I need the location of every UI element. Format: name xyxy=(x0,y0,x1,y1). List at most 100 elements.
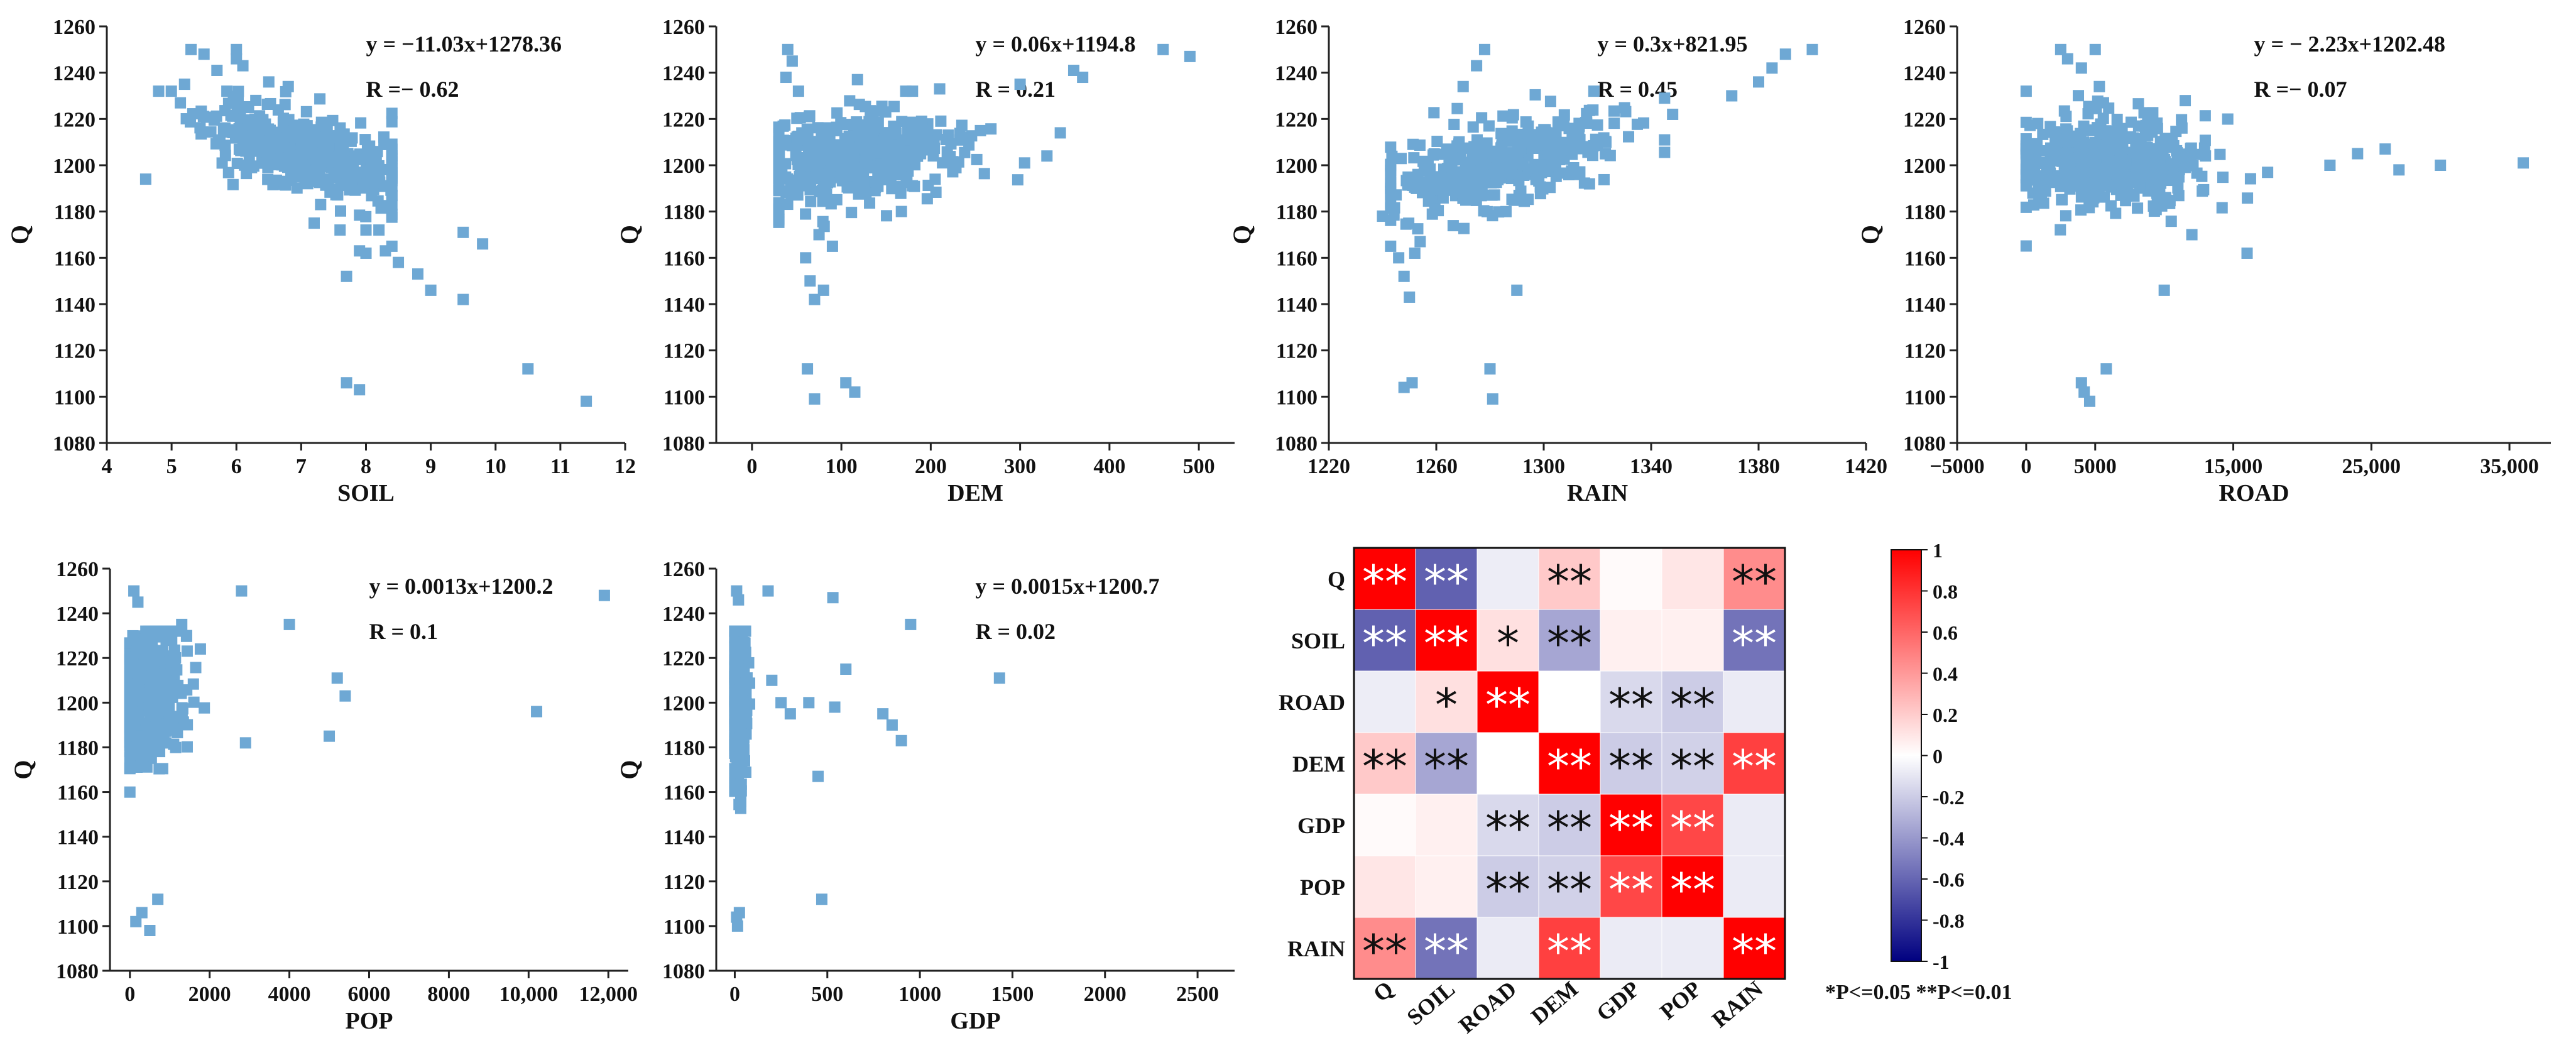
data-point xyxy=(132,596,144,608)
data-point xyxy=(2170,126,2182,138)
data-point xyxy=(877,708,889,720)
data-point xyxy=(181,741,193,753)
data-point xyxy=(734,802,746,814)
data-point xyxy=(256,117,268,129)
data-point xyxy=(199,702,210,714)
data-point xyxy=(782,199,794,210)
data-point xyxy=(2090,158,2102,170)
data-point xyxy=(1573,117,1585,129)
data-point xyxy=(791,112,803,124)
data-point xyxy=(1578,177,1590,189)
data-point xyxy=(1388,209,1400,221)
data-point xyxy=(324,131,336,143)
data-point xyxy=(869,185,881,197)
data-point xyxy=(978,168,990,180)
y-tick-label: 1160 xyxy=(57,782,99,805)
data-point xyxy=(1586,150,1598,161)
x-tick-label: 6 xyxy=(231,455,242,478)
data-point xyxy=(1503,147,1515,159)
data-point xyxy=(338,151,350,163)
y-tick-label: 1220 xyxy=(56,647,99,670)
heatmap-row-label: DEM xyxy=(1292,751,1345,777)
x-tick-label: 1260 xyxy=(1415,455,1458,478)
data-point xyxy=(974,124,986,136)
data-point xyxy=(829,701,841,713)
data-point xyxy=(1638,117,1650,129)
data-point xyxy=(864,126,876,138)
heatmap-row-label: Q xyxy=(1328,567,1345,592)
data-point xyxy=(733,594,745,606)
heatmap-cell xyxy=(1723,855,1786,918)
data-point xyxy=(158,680,170,692)
data-point xyxy=(1506,112,1518,124)
y-tick-label: 1120 xyxy=(54,340,96,363)
data-point xyxy=(2093,80,2105,92)
regression-equation: y = −11.03x+1278.36 xyxy=(366,31,562,57)
scatter-plot-road: 1080 1100 1120 1140 1160 1180 1200 1220 1240 1260… xyxy=(1856,16,2551,506)
data-point xyxy=(2198,142,2210,154)
data-point xyxy=(368,177,379,189)
data-point xyxy=(124,665,136,677)
data-point xyxy=(1451,102,1463,114)
data-point xyxy=(934,83,946,95)
data-point xyxy=(1490,177,1502,188)
data-point xyxy=(1505,135,1517,147)
data-point xyxy=(150,709,161,721)
data-point xyxy=(802,363,814,375)
heatmap-cell xyxy=(1353,609,1416,672)
data-point xyxy=(1470,194,1482,206)
data-point xyxy=(816,893,827,905)
data-point xyxy=(929,173,941,185)
data-point xyxy=(2217,172,2229,183)
data-point xyxy=(1588,85,1600,97)
data-point xyxy=(386,240,398,252)
data-point xyxy=(773,214,785,226)
data-point xyxy=(2151,123,2163,134)
heatmap-cell xyxy=(1600,794,1662,856)
data-point xyxy=(1421,164,1433,176)
data-point xyxy=(993,672,1005,684)
colorbar-tick-label: -0.4 xyxy=(1933,827,1965,850)
colorbar-tick-label: 0.6 xyxy=(1933,621,1958,644)
heatmap-cell xyxy=(1353,547,1416,610)
data-point xyxy=(2185,151,2197,163)
data-point xyxy=(1496,129,1508,141)
y-tick-label: 1140 xyxy=(54,293,96,317)
data-point xyxy=(172,726,183,738)
data-point xyxy=(2164,138,2176,150)
data-point xyxy=(2132,98,2144,110)
data-point xyxy=(732,653,744,665)
heatmap-cell xyxy=(1600,670,1662,733)
data-point xyxy=(1414,139,1426,151)
data-point xyxy=(794,170,805,182)
data-point xyxy=(1385,160,1397,172)
data-point xyxy=(2097,145,2109,156)
significance-stars: ** xyxy=(1424,925,1469,978)
data-point xyxy=(762,585,774,597)
data-point xyxy=(1538,131,1549,143)
data-point xyxy=(144,925,156,936)
y-tick-label: 1200 xyxy=(1903,155,1946,178)
data-point xyxy=(843,130,855,142)
data-point xyxy=(198,48,210,60)
data-point xyxy=(863,116,875,128)
y-tick-label: 1220 xyxy=(1275,108,1318,131)
data-point xyxy=(905,618,917,630)
data-point xyxy=(786,55,798,67)
x-tick-label: 7 xyxy=(296,455,307,478)
data-point xyxy=(263,76,275,88)
data-point xyxy=(2144,167,2156,179)
data-point xyxy=(1018,157,1030,169)
data-point xyxy=(212,134,224,146)
data-point xyxy=(270,142,281,154)
correlation-r: R = 0.1 xyxy=(369,619,439,644)
x-tick-label: 0 xyxy=(746,455,757,478)
colorbar-tick-label: 0.8 xyxy=(1933,581,1958,603)
data-point xyxy=(2352,148,2364,160)
data-point xyxy=(334,205,346,217)
y-tick-label: 1240 xyxy=(662,62,705,85)
data-point xyxy=(1525,136,1537,148)
data-point xyxy=(1486,189,1498,201)
heatmap-cell xyxy=(1415,794,1478,856)
data-point xyxy=(841,181,853,193)
